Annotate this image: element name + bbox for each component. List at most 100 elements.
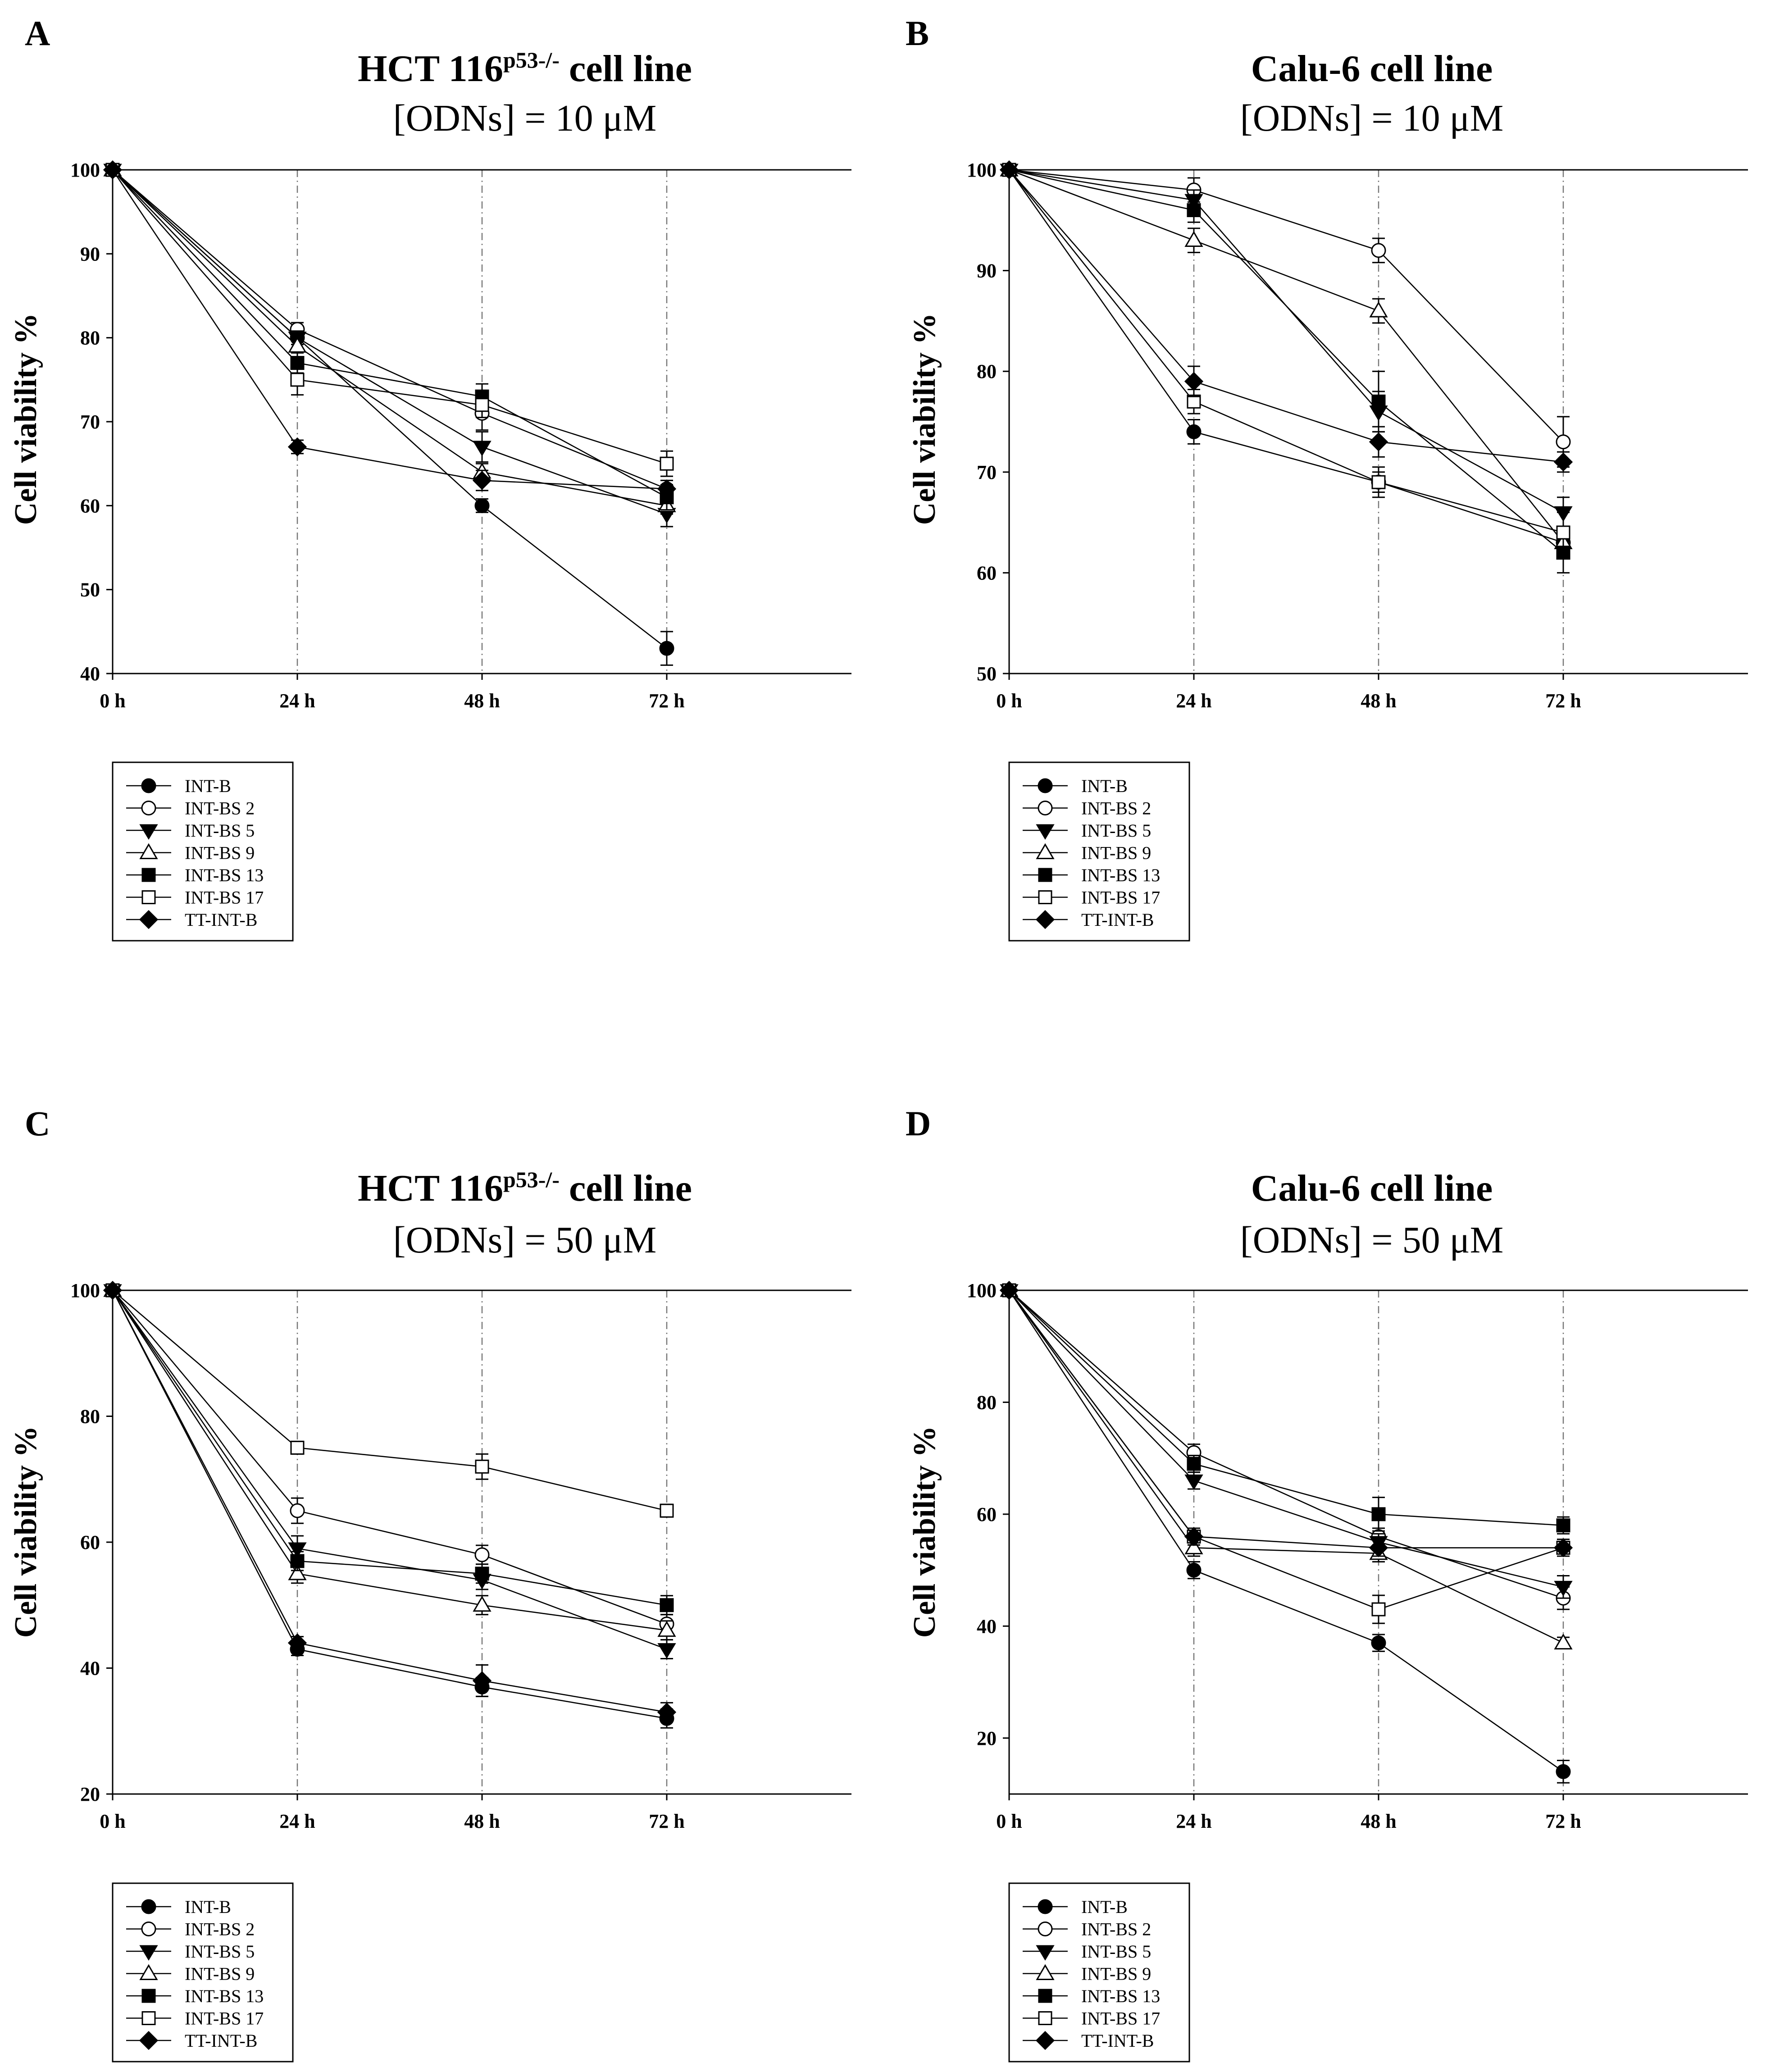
series-line: [112, 1290, 667, 1512]
chart-title: HCT 116p53-/- cell line: [358, 1167, 692, 1209]
series-int-bs5: [103, 164, 676, 528]
series-line: [1009, 1290, 1564, 1526]
y-tick-label: 100: [967, 159, 997, 181]
legend-label: INT-BS 2: [1081, 798, 1151, 819]
y-tick-label: 60: [977, 1503, 997, 1526]
data-point: [1554, 1633, 1573, 1650]
series-line: [112, 1290, 667, 1631]
series-line: [1009, 1290, 1564, 1599]
series-int-bs5: [1000, 1284, 1573, 1599]
panel-letter: B: [906, 14, 929, 53]
legend-item-int-bs9: INT-BS 9: [1023, 843, 1151, 863]
x-tick-label: 24 h: [1176, 690, 1211, 712]
x-tick-label: 48 h: [1361, 1810, 1396, 1832]
legend-marker: [1038, 890, 1052, 904]
data-point: [474, 498, 490, 513]
data-point: [1556, 434, 1571, 450]
legend-item-int-bs2: INT-BS 2: [126, 1919, 255, 1940]
legend-marker: [1036, 1945, 1055, 1961]
legend-box: [112, 1882, 294, 2063]
x-tick-label: 48 h: [464, 690, 500, 712]
legend-label: INT-BS 9: [1081, 843, 1151, 863]
legend-marker: [139, 2031, 159, 2050]
legend-marker: [1036, 824, 1055, 840]
legend-item-int-bs5: INT-BS 5: [1023, 820, 1151, 841]
legend-item-int-bs17: INT-BS 17: [126, 2008, 264, 2029]
legend-marker: [1036, 843, 1055, 859]
y-axis-label: Cell viability %: [907, 313, 942, 525]
y-axis-label: Cell viability %: [907, 1426, 942, 1638]
data-point: [473, 441, 492, 456]
legend-marker: [1038, 2011, 1052, 2025]
y-tick-label: 80: [80, 1406, 100, 1428]
series-line: [112, 169, 667, 506]
y-tick-label: 20: [80, 1783, 100, 1805]
data-point: [475, 1567, 489, 1581]
series-tt-int-b: [103, 1280, 677, 1722]
legend-item-int-bs2: INT-BS 2: [1023, 1919, 1151, 1940]
panel-letter: A: [25, 14, 50, 53]
data-point: [474, 1547, 490, 1562]
legend-label: INT-BS 5: [1081, 1941, 1151, 1962]
data-point: [1369, 1538, 1388, 1557]
data-point: [1553, 452, 1573, 472]
legend-marker: [139, 1945, 158, 1961]
data-point: [1553, 1538, 1573, 1557]
y-tick-label: 40: [80, 663, 100, 685]
data-point: [287, 1633, 307, 1653]
chart-title: Calu-6 cell line: [1251, 1167, 1493, 1209]
data-point: [999, 1280, 1019, 1300]
series-int-b: [105, 162, 674, 666]
x-tick-label: 24 h: [1176, 1810, 1211, 1832]
legend-label: INT-B: [1081, 1897, 1128, 1917]
series-line: [1009, 169, 1564, 463]
chart-title-main: Calu-6 cell line: [1251, 48, 1493, 90]
x-tick-label: 0 h: [100, 690, 125, 712]
legend-item-int-bs2: INT-BS 2: [1023, 798, 1151, 819]
data-point: [103, 160, 123, 180]
legend-item-int-bs9: INT-BS 9: [1023, 1964, 1151, 1984]
legend-item-int-bs9: INT-BS 9: [126, 843, 255, 863]
data-point: [473, 1595, 492, 1612]
series-line: [112, 1290, 667, 1650]
data-point: [1186, 424, 1202, 439]
legend-marker: [139, 843, 158, 859]
series-line: [112, 1290, 667, 1713]
data-point: [1371, 475, 1386, 489]
legend-marker: [141, 801, 156, 815]
series-int-bs5: [1000, 164, 1573, 528]
chart-subtitle: [ODNs] = 10 μM: [1240, 97, 1504, 139]
x-tick-label: 24 h: [279, 690, 315, 712]
legend-label: INT-BS 13: [1081, 1986, 1160, 2006]
series-int-bs9: [1000, 1281, 1573, 1650]
series-int-bs2: [1001, 1283, 1571, 1610]
legend-label: INT-BS 2: [185, 1919, 255, 1940]
legend-marker: [141, 1989, 156, 2003]
y-tick-label: 60: [80, 495, 100, 517]
series-int-bs9: [103, 160, 676, 515]
chart-subtitle: [ODNs] = 50 μM: [393, 1219, 657, 1261]
data-point: [657, 1643, 676, 1659]
data-point: [290, 373, 305, 387]
legend-label: TT-INT-B: [185, 2031, 257, 2051]
chart-title-main: HCT 116: [358, 1167, 503, 1209]
data-point: [657, 1621, 676, 1637]
legend-marker: [1038, 1989, 1052, 2003]
data-point: [472, 471, 492, 490]
data-point: [1556, 525, 1570, 540]
data-point: [660, 1503, 674, 1518]
series-int-bs17: [105, 163, 674, 477]
data-point: [1371, 243, 1386, 258]
data-point: [1184, 1538, 1203, 1554]
chart-title-suffix: cell line: [560, 48, 692, 90]
panel-letter: D: [906, 1104, 931, 1143]
x-tick-label: 72 h: [1545, 690, 1581, 712]
legend-item-int-bs5: INT-BS 5: [126, 1941, 255, 1962]
y-tick-label: 40: [80, 1658, 100, 1680]
legend-item-int-b: INT-B: [126, 1897, 231, 1917]
legend-label: INT-BS 2: [1081, 1919, 1151, 1940]
legend-item-int-bs17: INT-BS 17: [1023, 888, 1160, 908]
